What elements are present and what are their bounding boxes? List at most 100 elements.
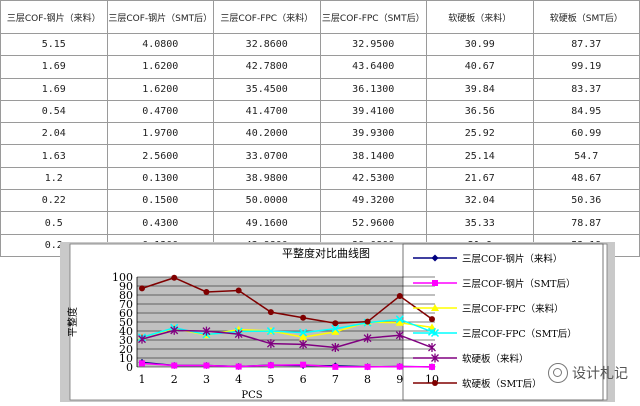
series-2 <box>139 360 435 370</box>
table-cell: 0.1300 <box>106 166 214 191</box>
y-tick-label: 70 <box>119 298 133 311</box>
data-point <box>266 339 275 349</box>
table-cell: 38.1400 <box>319 144 427 168</box>
x-tick-label: 4 <box>235 373 242 386</box>
x-tick-label: 5 <box>267 373 274 386</box>
table-cell: 84.95 <box>532 99 640 124</box>
table-cell: 49.1600 <box>213 211 321 235</box>
table-cell: 41.4700 <box>213 99 321 124</box>
data-point <box>331 327 340 335</box>
data-point <box>267 362 274 369</box>
x-axis-label: PCS <box>241 390 262 401</box>
data-point <box>332 320 339 327</box>
legend-marker <box>432 380 438 386</box>
wechat-icon <box>548 363 568 383</box>
y-tick-label: 20 <box>119 343 133 356</box>
data-point <box>429 363 435 370</box>
y-tick-label: 10 <box>119 352 133 365</box>
legend-label: 三层COF-钢片（SMT后） <box>462 278 576 290</box>
data-point <box>203 362 210 369</box>
table-cell: 25.92 <box>426 122 534 146</box>
x-tick-label: 6 <box>300 373 307 386</box>
legend-label: 三层COF-FPC（来料） <box>462 303 564 315</box>
legend-label: 三层COF-FPC（SMT后） <box>462 328 577 340</box>
table-cell: 1.63 <box>0 144 108 168</box>
table-cell: 42.5300 <box>319 166 427 191</box>
table-cell: 48.67 <box>532 166 640 191</box>
legend-item: 三层COF-FPC（SMT后） <box>413 328 577 340</box>
table-cell: 1.6200 <box>106 55 214 79</box>
watermark: 设计札记 <box>548 359 636 387</box>
legend-marker <box>430 328 440 338</box>
legend-item: 三层COF-FPC（来料） <box>413 303 564 315</box>
table-cell: 0.4300 <box>106 211 214 235</box>
table-row: 2.04 1.9700 40.2000 39.9300 25.92 60.99 <box>0 122 640 146</box>
table-cell: 0.54 <box>0 99 108 124</box>
table-cell: 99.19 <box>532 55 640 79</box>
data-point <box>266 327 275 336</box>
table-cell: 39.9300 <box>319 122 427 146</box>
table-cell: 0.5 <box>0 211 108 235</box>
data-point <box>299 339 308 349</box>
table-header-cell: 三层COF-FPC（SMT后） <box>319 0 427 34</box>
data-point <box>235 287 242 294</box>
data-point <box>428 343 436 353</box>
table-cell: 40.67 <box>426 55 534 79</box>
x-tick-label: 7 <box>332 373 339 386</box>
table-cell: 33.0700 <box>213 144 321 168</box>
data-point <box>395 315 404 324</box>
chart-title: 平整度对比曲线图 <box>282 246 370 260</box>
legend-item: 三层COF-钢片（来料） <box>413 253 562 265</box>
data-point <box>428 323 436 331</box>
table-cell: 83.37 <box>532 77 640 101</box>
table-header-cell: 三层COF-钢片（SMT后） <box>106 0 214 34</box>
legend-label: 软硬板（SMT后） <box>462 378 542 390</box>
legend-item: 软硬板（来料） <box>413 353 529 365</box>
y-tick-label: 60 <box>119 307 133 320</box>
data-point <box>395 330 404 340</box>
data-point <box>429 316 435 323</box>
table-row: 1.69 1.6200 42.7800 43.6400 40.67 99.19 <box>0 55 640 79</box>
table-header-cell: 软硬板（来料） <box>426 0 534 34</box>
legend-marker <box>431 304 439 311</box>
data-point <box>300 361 307 368</box>
chart-container: 平整度对比曲线图 PCS 平整度 0 10 20 30 40 50 60 70 80 90 100 1… <box>60 242 615 402</box>
table-cell: 50.36 <box>532 189 640 213</box>
data-point <box>171 274 178 281</box>
y-tick-label: 30 <box>119 334 133 347</box>
x-tick-label: 2 <box>171 373 178 386</box>
table-cell: 2.5600 <box>106 144 214 168</box>
data-table: 三层COF-钢片（来料） 三层COF-钢片（SMT后） 三层COF-FPC（来料）三… <box>0 0 640 257</box>
table-cell: 35.4500 <box>213 77 321 101</box>
data-point <box>235 363 242 370</box>
data-point <box>332 363 339 370</box>
table-cell: 49.3200 <box>319 189 427 213</box>
data-point <box>139 285 145 292</box>
table-cell: 36.1300 <box>319 77 427 101</box>
data-point <box>396 363 403 370</box>
data-point <box>234 329 243 339</box>
y-axis-label: 平整度 <box>66 307 79 337</box>
legend-item: 三层COF-钢片（SMT后） <box>413 278 576 290</box>
data-point <box>139 360 145 367</box>
x-tick-label: 3 <box>203 373 210 386</box>
x-tick-label: 9 <box>396 373 403 386</box>
table-cell: 39.4100 <box>319 99 427 124</box>
data-point <box>395 318 404 326</box>
table-cell: 4.0800 <box>106 32 214 57</box>
legend-label: 软硬板（来料） <box>462 353 529 365</box>
table-cell: 54.7 <box>532 144 640 168</box>
table-header-cell: 软硬板（SMT后） <box>532 0 640 34</box>
data-point <box>267 309 274 316</box>
legend-marker <box>432 280 438 286</box>
watermark-text: 设计札记 <box>572 366 628 382</box>
table-cell: 0.4700 <box>106 99 214 124</box>
series-line <box>141 276 433 324</box>
y-tick-label: 80 <box>119 289 133 302</box>
data-point <box>364 363 371 370</box>
table-cell: 43.6400 <box>319 55 427 79</box>
y-tick-label: 40 <box>119 325 133 338</box>
table-cell: 1.69 <box>0 55 108 79</box>
table-cell: 5.15 <box>0 32 108 57</box>
data-point <box>171 362 178 369</box>
